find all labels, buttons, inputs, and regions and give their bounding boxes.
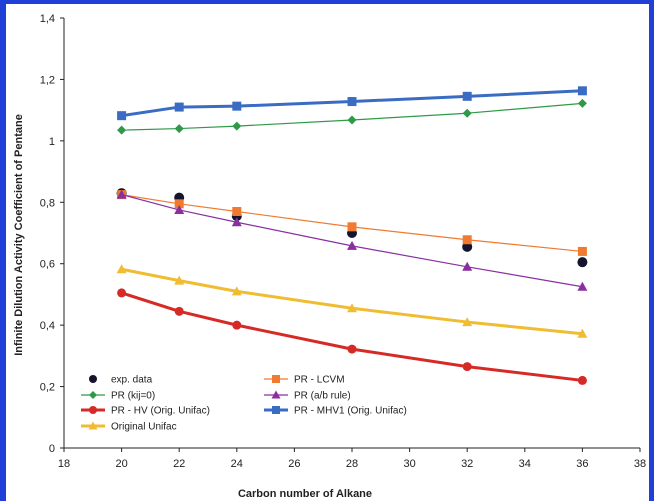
x-tick-label: 22 bbox=[173, 458, 185, 470]
series-line bbox=[121, 89, 583, 118]
data-point bbox=[174, 102, 184, 112]
data-point bbox=[577, 98, 587, 108]
y-tick-label: 0,6 bbox=[40, 259, 55, 271]
data-point bbox=[462, 241, 473, 252]
data-point bbox=[577, 375, 587, 385]
series-line bbox=[121, 291, 583, 382]
data-point bbox=[347, 344, 357, 354]
data-point bbox=[117, 288, 127, 298]
legend-label: PR - MHV1 (Orig. Unifac) bbox=[294, 406, 407, 417]
series-line bbox=[121, 102, 583, 131]
legend-label: exp. data bbox=[111, 375, 153, 386]
x-tick-label: 32 bbox=[461, 458, 473, 470]
legend-item: PR - HV (Orig. Unifac) bbox=[81, 406, 210, 417]
x-tick-label: 26 bbox=[288, 458, 300, 470]
x-tick-label: 36 bbox=[576, 458, 588, 470]
x-tick-label: 28 bbox=[346, 458, 358, 470]
legend-item: PR (a/b rule) bbox=[264, 390, 351, 402]
legend-label: Original Unifac bbox=[111, 422, 177, 433]
data-point bbox=[462, 261, 473, 271]
data-point bbox=[577, 257, 588, 268]
data-point bbox=[232, 207, 242, 216]
data-point bbox=[462, 235, 472, 245]
series-4 bbox=[117, 288, 587, 385]
legend-label: PR - LCVM bbox=[294, 375, 345, 386]
data-point bbox=[232, 101, 242, 111]
data-point bbox=[462, 362, 472, 372]
data-point bbox=[347, 115, 357, 125]
data-point bbox=[231, 217, 242, 227]
series-line bbox=[121, 194, 583, 253]
data-point bbox=[462, 317, 473, 327]
y-tick-label: 0 bbox=[49, 443, 55, 455]
data-point bbox=[174, 204, 185, 214]
chart-legend: exp. data PR - LCVM PR (kij=0) PR (a/b rule… bbox=[81, 375, 407, 433]
legend-item: exp. data bbox=[89, 375, 153, 386]
legend-marker bbox=[272, 406, 280, 414]
legend-marker bbox=[271, 390, 281, 399]
legend-marker bbox=[88, 421, 98, 430]
data-point bbox=[577, 246, 587, 256]
chart-axes: 18 20 22 24 26 28 30 32 34 36 38 0 0,2 0,4 0,6 0,8 1 1,2 1… bbox=[40, 13, 646, 470]
y-tick-label: 1,4 bbox=[40, 13, 55, 25]
legend-item: PR - MHV1 (Orig. Unifac) bbox=[264, 406, 407, 417]
x-tick-label: 34 bbox=[519, 458, 531, 470]
data-point bbox=[231, 286, 242, 296]
data-point bbox=[117, 125, 127, 135]
data-point bbox=[577, 86, 587, 96]
x-axis-label: Carbon number of Alkane bbox=[238, 488, 372, 500]
x-tick-label: 24 bbox=[231, 458, 243, 470]
legend-item: Original Unifac bbox=[81, 421, 177, 433]
data-point bbox=[462, 91, 472, 101]
data-point bbox=[347, 303, 357, 313]
data-point bbox=[232, 320, 242, 330]
y-tick-label: 0,2 bbox=[40, 382, 55, 394]
y-tick-label: 1 bbox=[49, 136, 55, 148]
data-point bbox=[577, 328, 588, 338]
legend-label: PR - HV (Orig. Unifac) bbox=[111, 406, 210, 417]
data-point bbox=[347, 222, 357, 232]
data-point bbox=[462, 108, 472, 118]
series-6 bbox=[116, 264, 588, 338]
data-point bbox=[347, 240, 357, 250]
series-2 bbox=[117, 98, 587, 135]
data-point bbox=[117, 111, 127, 121]
legend-item: PR - LCVM bbox=[264, 375, 345, 386]
data-point bbox=[116, 189, 127, 199]
x-tick-label: 18 bbox=[58, 458, 70, 470]
legend-item: PR (kij=0) bbox=[81, 391, 155, 402]
series-5 bbox=[117, 86, 587, 121]
data-point bbox=[174, 306, 184, 316]
legend-marker bbox=[89, 406, 97, 414]
series-3 bbox=[116, 189, 588, 291]
data-point bbox=[347, 97, 357, 107]
y-axis-label: Infinite Dilution Activity Coefficient o… bbox=[13, 114, 25, 356]
legend-marker bbox=[272, 375, 280, 383]
x-tick-label: 30 bbox=[403, 458, 415, 470]
data-point bbox=[174, 275, 185, 285]
y-tick-label: 1,2 bbox=[40, 74, 55, 86]
y-tick-label: 0,8 bbox=[40, 197, 55, 209]
legend-marker bbox=[89, 391, 97, 399]
series-line bbox=[121, 194, 583, 288]
data-point bbox=[174, 124, 184, 134]
data-point bbox=[232, 121, 242, 131]
y-tick-label: 0,4 bbox=[40, 320, 55, 332]
data-point bbox=[116, 264, 127, 274]
chart-series bbox=[116, 86, 588, 385]
legend-marker bbox=[89, 375, 97, 383]
legend-label: PR (a/b rule) bbox=[294, 391, 351, 402]
legend-label: PR (kij=0) bbox=[111, 391, 155, 402]
x-tick-label: 38 bbox=[634, 458, 646, 470]
data-point bbox=[174, 199, 184, 209]
series-line bbox=[121, 267, 583, 336]
x-tick-label: 20 bbox=[115, 458, 127, 470]
data-point bbox=[577, 281, 588, 291]
